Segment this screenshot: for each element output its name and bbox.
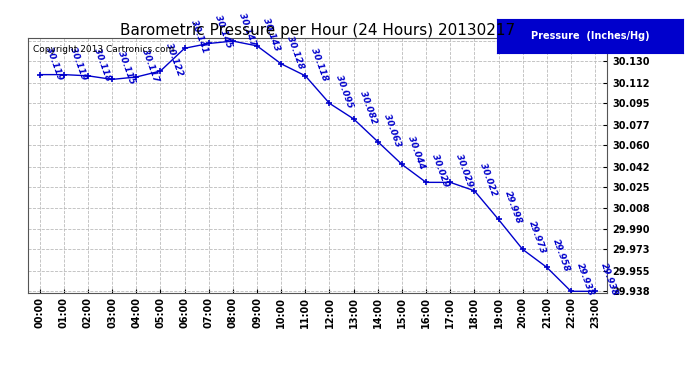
Text: 30.147: 30.147	[237, 12, 257, 47]
Text: 29.973: 29.973	[527, 220, 547, 256]
Text: 30.082: 30.082	[358, 90, 378, 125]
Text: 30.044: 30.044	[406, 135, 426, 171]
Text: 30.029: 30.029	[431, 153, 451, 189]
Text: 30.118: 30.118	[310, 46, 330, 82]
Text: 30.022: 30.022	[479, 161, 499, 197]
Text: 30.117: 30.117	[141, 48, 161, 83]
Text: 30.118: 30.118	[92, 46, 112, 82]
Text: 30.128: 30.128	[286, 34, 306, 70]
Text: Barometric Pressure per Hour (24 Hours) 20130217: Barometric Pressure per Hour (24 Hours) …	[120, 22, 515, 38]
Text: 30.119: 30.119	[44, 45, 64, 81]
Text: 29.938: 29.938	[575, 262, 595, 297]
Text: Copyright 2013 Cartronics.com: Copyright 2013 Cartronics.com	[33, 45, 175, 54]
Text: 29.998: 29.998	[503, 190, 523, 226]
Text: 30.119: 30.119	[68, 45, 88, 81]
Text: 30.095: 30.095	[334, 74, 354, 110]
Text: 29.938: 29.938	[600, 262, 620, 297]
Text: 30.029: 30.029	[455, 153, 475, 189]
Text: 30.063: 30.063	[382, 112, 402, 148]
Text: Pressure  (Inches/Hg): Pressure (Inches/Hg)	[531, 31, 649, 40]
Text: 29.958: 29.958	[551, 238, 571, 273]
Text: 30.143: 30.143	[262, 16, 282, 52]
Text: 30.145: 30.145	[213, 14, 233, 50]
Text: 30.122: 30.122	[165, 42, 185, 77]
Text: 30.115: 30.115	[117, 50, 137, 86]
Text: 30.141: 30.141	[189, 19, 209, 54]
